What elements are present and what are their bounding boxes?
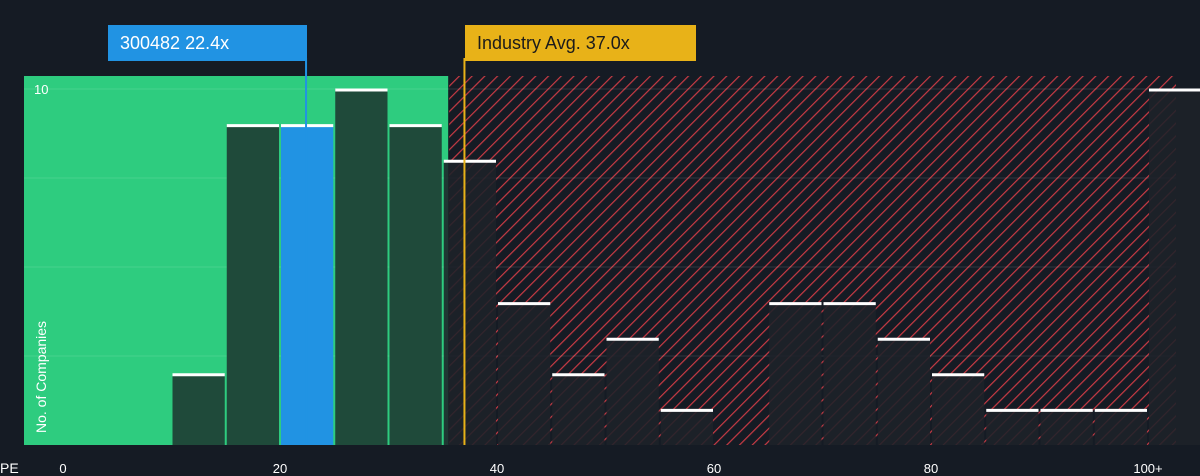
histogram-bar [660, 409, 713, 445]
histogram-bar [606, 338, 659, 445]
histogram-bar [986, 409, 1039, 445]
x-tick-label: 20 [273, 461, 287, 476]
y-axis-title: No. of Companies [33, 321, 49, 433]
company-pe-callout: 300482 22.4x [108, 25, 307, 61]
histogram-bar [1040, 409, 1093, 445]
histogram-bar [932, 373, 985, 445]
histogram-bar [172, 373, 225, 445]
x-tick-label: 0 [59, 461, 66, 476]
histogram-bar [498, 302, 551, 445]
histogram-bar [1094, 409, 1147, 445]
gridlines [24, 88, 1176, 357]
bars [172, 88, 1200, 445]
y-tick-label: 10 [34, 82, 48, 97]
y-axis-ticks: 10 [34, 82, 48, 97]
histogram-bar [877, 338, 930, 445]
highlighted-bar [281, 124, 334, 445]
histogram-bar [226, 124, 279, 445]
histogram-bar [769, 302, 822, 445]
x-tick-label: 100+ [1133, 461, 1162, 476]
histogram-bar [443, 160, 496, 445]
histogram-bar [552, 373, 605, 445]
x-tick-label: 80 [924, 461, 938, 476]
histogram-bar [335, 89, 388, 445]
company-pe-label: 300482 22.4x [120, 33, 230, 53]
histogram-bar [823, 302, 876, 445]
histogram-bar [1149, 89, 1200, 445]
x-tick-label: 40 [490, 461, 504, 476]
x-axis-ticks: 0 20 40 60 80 100+ [59, 461, 1162, 476]
x-tick-label: 60 [707, 461, 721, 476]
industry-avg-callout: Industry Avg. 37.0x [465, 25, 696, 61]
industry-avg-label: Industry Avg. 37.0x [477, 33, 630, 53]
x-axis-title: PE [0, 460, 19, 476]
histogram-bar [389, 124, 442, 445]
